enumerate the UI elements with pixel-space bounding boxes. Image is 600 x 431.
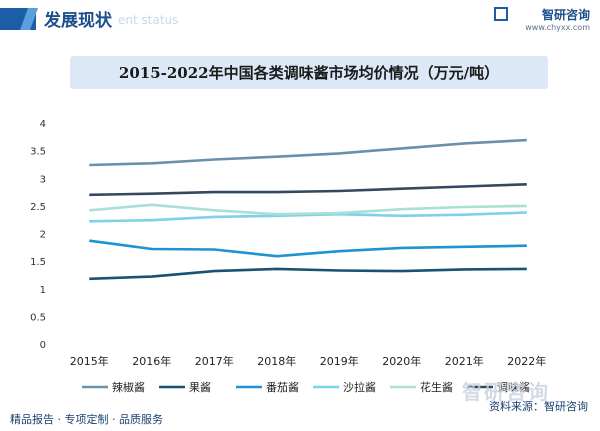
brand-url: www.chyxx.com [525, 23, 590, 32]
watermark-logo: 智研咨询 [462, 380, 550, 404]
x-tick-label: 2018年 [257, 354, 296, 368]
y-tick-label: 0 [40, 340, 46, 351]
x-tick-label: 2022年 [507, 354, 546, 368]
section-title: 发展现状 [44, 11, 112, 31]
y-tick-label: 0.5 [30, 312, 46, 323]
series-line [89, 183, 527, 197]
legend-label: 调味酱 [497, 380, 530, 394]
y-tick-label: 4 [40, 119, 46, 130]
x-tick-label: 2020年 [382, 354, 421, 368]
legend-label: 辣椒酱 [112, 380, 145, 394]
footer: 精品报告 · 专项定制 · 品质服务 资料来源：智研咨询 [0, 400, 600, 431]
chart-title: 2015-2022年中国各类调味酱市场均价情况（万元/吨） [118, 64, 500, 82]
y-tick-label: 1.5 [30, 257, 46, 268]
y-tick-label: 3 [40, 174, 46, 185]
chart-title-box: 2015-2022年中国各类调味酱市场均价情况（万元/吨） [70, 56, 548, 89]
y-tick-label: 3.5 [30, 147, 46, 158]
x-tick-label: 2015年 [70, 354, 109, 368]
footer-tagline: 精品报告 · 专项定制 · 品质服务 [10, 413, 163, 426]
legend-label: 沙拉酱 [343, 380, 376, 394]
series-lines [89, 138, 527, 281]
series-line [89, 239, 527, 258]
series-line [89, 267, 527, 281]
brand-name: 智研咨询 [541, 8, 590, 22]
series-line [89, 211, 527, 223]
legend-label: 番茄酱 [266, 380, 299, 394]
x-tick-label: 2019年 [320, 354, 359, 368]
source-note: 资料来源：智研咨询 [489, 400, 588, 413]
y-tick-label: 2 [40, 230, 46, 241]
x-tick-label: 2021年 [445, 354, 484, 368]
header: 发展现状 ent status 智研咨询 www.chyxx.com [0, 0, 600, 40]
brand-logo-icon [494, 7, 508, 21]
y-tick-label: 2.5 [30, 202, 46, 213]
brand: 智研咨询 www.chyxx.com [525, 6, 590, 32]
y-axis: 0 0.5 1 1.5 2 2.5 3 3.5 4 [30, 119, 46, 351]
x-tick-label: 2017年 [195, 354, 234, 368]
series-line [89, 203, 527, 216]
series-line [89, 138, 527, 167]
x-tick-label: 2016年 [132, 354, 171, 368]
x-axis: 2015年 2016年 2017年 2018年 2019年 2020年 2021年 2022年 [70, 354, 547, 368]
legend-label: 果酱 [189, 380, 211, 394]
legend-label: 花生酱 [420, 380, 453, 394]
y-tick-label: 1 [40, 285, 46, 296]
section-subtitle: ent status [118, 13, 179, 27]
legend: 辣椒酱 果酱 番茄酱 沙拉酱 花生酱 调味酱 [82, 380, 530, 394]
